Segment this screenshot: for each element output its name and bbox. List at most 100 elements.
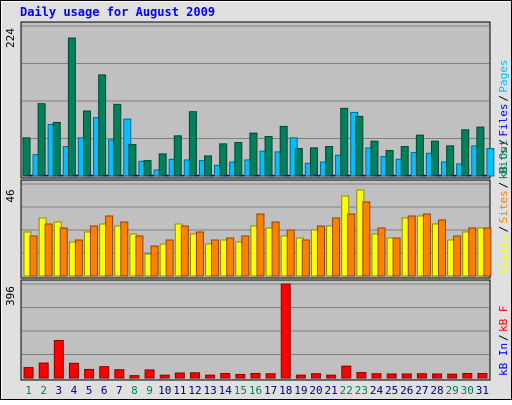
- bar-kb-f: [84, 368, 95, 379]
- x-tick-label: 10: [158, 384, 171, 397]
- bar-kb-f: [235, 373, 246, 379]
- bar-hits: [188, 111, 197, 177]
- bar-kb-f: [326, 374, 337, 379]
- bar-sites: [347, 213, 356, 277]
- bar-hits: [340, 107, 349, 177]
- x-tick-label: 12: [188, 384, 201, 397]
- bar-sites: [105, 215, 114, 277]
- bar-hits: [400, 146, 409, 177]
- x-tick-label: 18: [279, 384, 292, 397]
- bar-hits: [143, 160, 152, 177]
- bar-hits: [264, 135, 273, 177]
- bar-hits: [83, 110, 92, 177]
- x-tick-label: 19: [294, 384, 307, 397]
- bar-kb-f: [129, 375, 140, 379]
- bar-hits: [385, 150, 394, 177]
- x-tick-label: 3: [56, 384, 63, 397]
- bar-sites: [286, 229, 295, 277]
- bar-sites: [453, 235, 462, 277]
- x-tick-label: 5: [86, 384, 93, 397]
- bar-hits: [98, 74, 107, 177]
- bar-hits: [446, 145, 455, 177]
- bar-kb-f: [477, 372, 488, 379]
- bar-sites: [29, 235, 38, 277]
- bar-hits: [67, 37, 76, 177]
- bar-hits: [249, 132, 258, 177]
- bar-sites: [392, 237, 401, 277]
- x-tick-label: 4: [71, 384, 78, 397]
- legend-panel-2: Visits/Sites/kB Out: [497, 140, 510, 274]
- x-tick-label: 27: [415, 384, 428, 397]
- legend-panel-3: kB In /kB F: [497, 306, 510, 377]
- bar-sites: [256, 213, 265, 277]
- x-tick-label: 23: [355, 384, 368, 397]
- legend-panel-1: Hits/Files/Pages: [497, 59, 510, 174]
- bar-hits: [430, 140, 439, 177]
- bar-kb-f: [386, 373, 397, 379]
- bar-sites: [377, 227, 386, 277]
- bar-hits: [158, 153, 167, 177]
- bar-hits: [204, 155, 213, 177]
- bar-hits: [294, 148, 303, 177]
- bar-kb-f: [144, 369, 155, 379]
- x-tick-label: 31: [476, 384, 489, 397]
- bar-hits: [476, 126, 485, 177]
- x-tick-label: 25: [385, 384, 398, 397]
- x-tick-label: 14: [219, 384, 233, 397]
- bar-kb-f: [38, 362, 49, 379]
- bar-hits: [37, 103, 46, 177]
- legend-kb-f: kB F: [497, 306, 510, 333]
- x-tick-label: 22: [340, 384, 353, 397]
- bar-kb-f: [189, 372, 200, 379]
- bar-sites: [422, 213, 431, 277]
- bar-sites: [226, 237, 235, 277]
- bar-sites: [301, 239, 310, 277]
- bar-sites: [316, 225, 325, 277]
- bar-hits: [370, 140, 379, 177]
- bar-sites: [120, 221, 129, 277]
- bar-sites: [362, 201, 371, 277]
- bar-kb-f: [68, 362, 79, 379]
- bar-kb-f: [416, 373, 427, 379]
- bar-hits: [234, 142, 243, 177]
- bar-sites: [195, 231, 204, 277]
- bar-kb-f: [53, 339, 64, 379]
- bar-hits: [355, 115, 364, 177]
- plot-area: [20, 279, 491, 381]
- x-tick-label: 15: [234, 384, 247, 397]
- x-tick-label: 2: [40, 384, 47, 397]
- bar-sites: [59, 227, 68, 277]
- bar-hits: [173, 135, 182, 177]
- bar-kb-f: [447, 373, 458, 379]
- bar-sites: [44, 223, 53, 277]
- y-axis-max-label: 396: [4, 286, 17, 306]
- bar-sites: [468, 227, 477, 277]
- x-tick-label: 6: [101, 384, 108, 397]
- bar-kb-f: [23, 367, 34, 379]
- bar-kb-f: [265, 373, 276, 379]
- bar-kb-f: [295, 374, 306, 379]
- legend-sites: Sites: [497, 190, 510, 223]
- bar-sites: [135, 235, 144, 277]
- x-tick-label: 16: [249, 384, 262, 397]
- bar-sites: [407, 215, 416, 277]
- panel-3: 396 kB In /kB F: [4, 279, 510, 381]
- bar-kb-f: [280, 283, 291, 379]
- x-tick-label: 13: [203, 384, 216, 397]
- x-tick-label: 20: [309, 384, 322, 397]
- bar-hits: [279, 125, 288, 177]
- legend-files: Files: [497, 103, 510, 136]
- bar-kb-f: [159, 374, 170, 379]
- bar-sites: [180, 225, 189, 277]
- bar-hits: [461, 129, 470, 177]
- bar-hits: [325, 146, 334, 177]
- bar-kb-f: [432, 373, 443, 379]
- bar-kb-f: [205, 374, 216, 379]
- bar-sites: [90, 225, 99, 277]
- chart-title: Daily usage for August 2009: [20, 5, 215, 19]
- legend-separator: /: [497, 182, 510, 189]
- bar-hits: [128, 144, 137, 177]
- bar-kb-f: [220, 372, 231, 379]
